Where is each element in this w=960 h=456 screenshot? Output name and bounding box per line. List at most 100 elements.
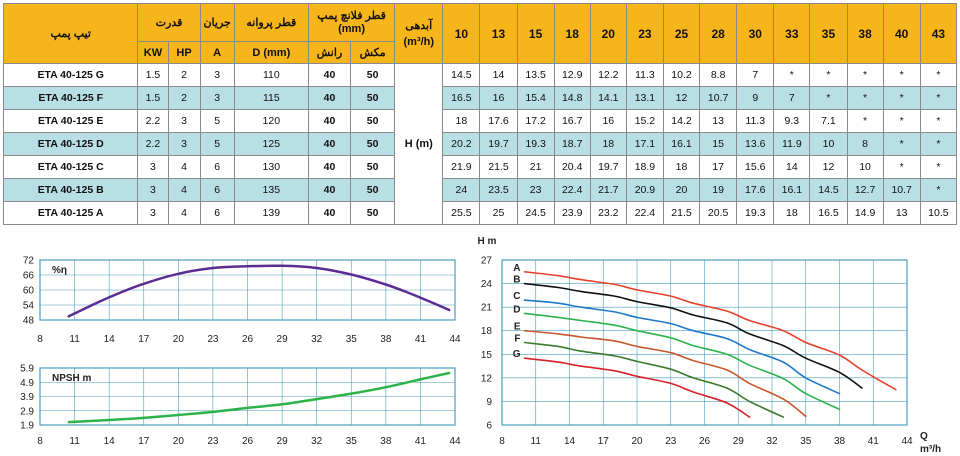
head-cell: 20.5: [699, 201, 738, 225]
model-cell: ETA 40-125 A: [2, 201, 139, 225]
x-tick-label: 38: [380, 436, 392, 447]
head-cell: 13.1: [625, 86, 664, 110]
kw-cell: 1.5: [137, 86, 169, 110]
table-row: ETA 40-125 G 1.5 2 3 110 40 50 H (m) 14.5 14 13.5 1…: [2, 63, 958, 225]
y-tick-label: 21: [481, 303, 493, 314]
impeller-cell: 125: [233, 132, 309, 156]
header-flow-unit: (m³/h): [403, 35, 435, 48]
series-label: D: [513, 304, 520, 315]
head-label: H (m): [394, 63, 444, 225]
head-cell: 18: [589, 132, 627, 156]
table-row: ETA 40-125 E 2.2 3 5 120 40 50 18 17.6 17.2 16.7 16…: [2, 109, 958, 133]
head-cell: 7: [773, 86, 811, 110]
impeller-cell: 115: [233, 86, 309, 110]
q-header: 20: [589, 3, 627, 64]
hp-cell: 2: [167, 63, 201, 87]
x-tick-label: 41: [415, 334, 427, 345]
head-cell: 25.5: [442, 201, 481, 225]
head-cell: 10.7: [699, 86, 738, 110]
head-cell: *: [919, 109, 958, 133]
x-tick-label: 26: [242, 334, 254, 345]
amp-cell: 3: [199, 86, 235, 110]
head-cell: 19.7: [589, 155, 627, 179]
series-label: C: [513, 291, 520, 302]
series-line: [67, 371, 451, 424]
head-cell: 19.7: [479, 132, 518, 156]
header-impeller: قطر پروانه: [233, 3, 309, 42]
head-cell: 19.3: [736, 201, 775, 225]
head-cell: 10.5: [919, 201, 958, 225]
y-tick-label: 18: [481, 326, 493, 337]
suction-cell: 50: [350, 109, 396, 133]
discharge-cell: 40: [307, 201, 352, 225]
y-tick-label: 66: [23, 271, 35, 282]
x-tick-label: 17: [138, 334, 150, 345]
header-discharge: رانش: [307, 41, 352, 64]
q-header: 38: [846, 3, 884, 64]
hp-cell: 2: [167, 86, 201, 110]
head-cell: 8.8: [699, 63, 738, 87]
y-tick-label: 27: [481, 256, 493, 267]
head-cell: 14.2: [662, 109, 701, 133]
x-tick-label: 11: [531, 436, 542, 447]
suction-cell: 50: [350, 86, 396, 110]
x-tick-label: 17: [138, 436, 150, 447]
head-cell: 16.5: [809, 201, 848, 225]
suction-cell: 50: [350, 155, 396, 179]
x-tick-label: 14: [104, 436, 116, 447]
head-cell: 19: [699, 178, 738, 202]
head-cell: 12.7: [846, 178, 884, 202]
kw-cell: 3: [137, 201, 169, 225]
series-label: A: [513, 263, 520, 274]
series-line: [523, 282, 863, 389]
y-tick-label: 3.9: [20, 392, 34, 403]
header-suction: مکش: [350, 41, 396, 64]
head-cell: 16: [589, 109, 627, 133]
chart-title: %η: [52, 265, 67, 276]
series-line: [523, 357, 751, 418]
y-tick-label: 2.9: [20, 406, 34, 417]
discharge-cell: 40: [307, 86, 352, 110]
head-cell: *: [919, 63, 958, 87]
x-tick-label: 17: [598, 436, 610, 447]
y-tick-label: 48: [23, 316, 35, 327]
head-cell: *: [919, 178, 958, 202]
head-cell: 9: [736, 86, 775, 110]
y-axis-label: H m: [478, 236, 497, 247]
suction-cell: 50: [350, 201, 396, 225]
y-tick-label: 12: [481, 373, 493, 384]
plot-frame: [39, 259, 456, 321]
x-tick-label: 26: [699, 436, 711, 447]
head-cell: 11.3: [736, 109, 775, 133]
head-cell: 19.3: [516, 132, 555, 156]
head-cell: 15.6: [736, 155, 775, 179]
series-label: G: [513, 349, 521, 360]
discharge-cell: 40: [307, 132, 352, 156]
header-flow-label: آبدهی: [405, 19, 433, 32]
x-tick-label: 32: [311, 436, 323, 447]
head-cell: *: [846, 86, 884, 110]
x-tick-label: 23: [665, 436, 677, 447]
discharge-cell: 40: [307, 155, 352, 179]
x-tick-label: 29: [277, 334, 289, 345]
x-tick-label: 35: [346, 436, 358, 447]
head-cell: 18.7: [553, 132, 591, 156]
x-tick-label: 29: [733, 436, 745, 447]
model-cell: ETA 40-125 D: [2, 132, 139, 156]
head-cell: 18: [662, 155, 701, 179]
hp-cell: 3: [167, 109, 201, 133]
q-header: 18: [553, 3, 591, 64]
amp-cell: 5: [199, 109, 235, 133]
head-cell: *: [882, 132, 921, 156]
head-cell: 12.2: [589, 63, 627, 87]
head-cell: 20.9: [625, 178, 664, 202]
table-row: ETA 40-125 C 3 4 6 130 40 50 21.9 21.5 21 20.4 19.7…: [2, 155, 958, 179]
q-header: 10: [442, 3, 481, 64]
x-tick-label: 20: [631, 436, 643, 447]
head-cell: 15: [699, 132, 738, 156]
x-tick-label: 41: [415, 436, 427, 447]
kw-cell: 2.2: [137, 109, 169, 133]
y-tick-label: 24: [481, 279, 493, 290]
head-cell: *: [919, 86, 958, 110]
